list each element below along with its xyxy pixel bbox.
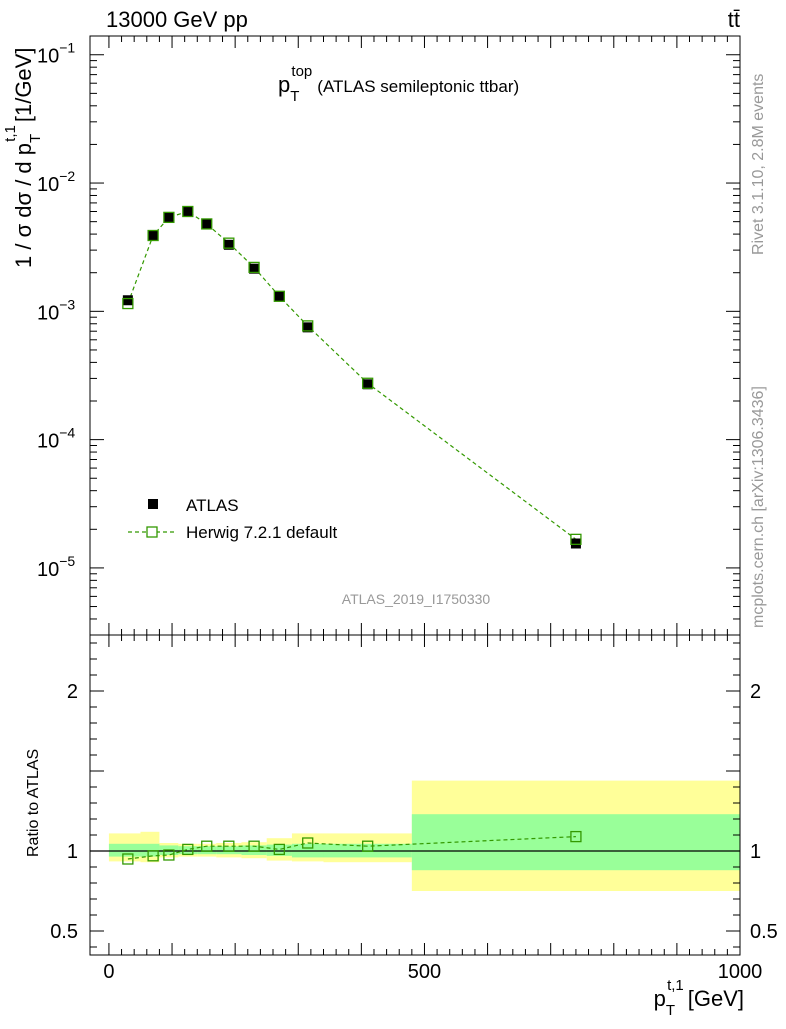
ratio-herwig-point bbox=[163, 849, 175, 861]
ratio-frame bbox=[89, 634, 741, 956]
main-ylabel-unit: [1/GeV] bbox=[11, 48, 36, 123]
x-tick-label: 1000 bbox=[718, 961, 763, 983]
herwig-point bbox=[273, 290, 285, 302]
title-rest: (ATLAS semileptonic ttbar) bbox=[317, 77, 519, 96]
ratio-y-tick-label-right: 1 bbox=[750, 841, 761, 863]
legend: ATLAS Herwig 7.2.1 default bbox=[128, 496, 337, 542]
xlabel-sub: T bbox=[666, 1002, 675, 1019]
y-tick-label: 10−2 bbox=[37, 168, 75, 196]
stat-uncertainty-band bbox=[108, 843, 141, 857]
main-ylabel-sup: t,1 bbox=[2, 125, 19, 142]
stat-uncertainty-band bbox=[178, 846, 198, 855]
ratio-herwig-point bbox=[201, 840, 213, 852]
herwig-line bbox=[127, 210, 577, 540]
atlas-data-point bbox=[148, 230, 159, 241]
herwig-point bbox=[302, 320, 314, 332]
main-frame bbox=[89, 35, 741, 636]
herwig-point bbox=[147, 229, 159, 242]
legend-atlas-label: ATLAS bbox=[186, 496, 239, 515]
ratio-y-tick-label: 2 bbox=[67, 681, 78, 703]
ratio-y-tick-label: 0.5 bbox=[50, 921, 78, 943]
legend-herwig-label: Herwig 7.2.1 default bbox=[186, 523, 337, 542]
main-ylabel-sub: T bbox=[27, 134, 44, 143]
atlas-data-point bbox=[570, 538, 581, 549]
process-label: tt̄ bbox=[728, 7, 740, 32]
herwig-point bbox=[570, 533, 582, 545]
main-title: pTtop (ATLAS semileptonic ttbar) bbox=[278, 63, 519, 105]
ratio-y-tick-label-right: 2 bbox=[750, 681, 761, 703]
mcplots-label: mcplots.cern.ch [arXiv:1306.3436] bbox=[750, 386, 767, 628]
y-tick-label: 10−5 bbox=[37, 553, 75, 581]
y-tick-label: 10−1 bbox=[37, 40, 75, 68]
herwig-point bbox=[163, 211, 175, 224]
ratio-panel: 0 500 1000 0.5 0.5 1 1 2 2 bbox=[50, 634, 778, 983]
atlas-data-point bbox=[362, 379, 373, 390]
atlas-data-point bbox=[274, 291, 285, 302]
ratio-herwig-point bbox=[273, 843, 285, 856]
ratio-herwig-point bbox=[302, 837, 314, 849]
ratio-y-axis-label: Ratio to ATLAS bbox=[25, 749, 42, 857]
analysis-id-label: ATLAS_2019_I1750330 bbox=[342, 591, 491, 607]
atlas-data-point bbox=[182, 206, 193, 217]
atlas-data-point bbox=[122, 295, 133, 306]
xlabel-p: p bbox=[654, 986, 666, 1011]
ratio-herwig-point bbox=[223, 840, 235, 852]
x-tick-label: 0 bbox=[103, 961, 114, 983]
ratio-herwig-point bbox=[182, 843, 194, 856]
main-ylabel-text: 1 / σ dσ / d p bbox=[11, 143, 36, 268]
herwig-point bbox=[122, 297, 134, 310]
stat-uncertainty-band bbox=[216, 846, 242, 855]
herwig-point bbox=[248, 261, 260, 274]
herwig-point bbox=[362, 377, 374, 389]
herwig-point bbox=[182, 205, 194, 218]
atlas-data-point bbox=[302, 322, 313, 333]
legend-herwig-marker bbox=[146, 526, 158, 538]
stat-uncertainty-band bbox=[241, 845, 267, 855]
stat-uncertainty-band bbox=[266, 844, 292, 856]
ratio-y-tick-label-right: 0.5 bbox=[750, 921, 778, 943]
ratio-herwig-point bbox=[570, 830, 582, 843]
ratio-herwig-point bbox=[147, 850, 159, 862]
stat-uncertainty-band bbox=[197, 846, 217, 855]
herwig-point bbox=[223, 237, 235, 249]
main-y-axis-label: 1 / σ dσ / d pTt,1 [1/GeV] bbox=[2, 48, 44, 268]
y-tick-label: 10−4 bbox=[37, 425, 75, 453]
xlabel-sup: t,1 bbox=[667, 977, 684, 994]
atlas-data-point bbox=[249, 263, 260, 274]
atlas-data-point bbox=[163, 212, 174, 223]
herwig-point bbox=[201, 218, 213, 230]
legend-atlas-marker bbox=[148, 499, 158, 509]
y-tick-label: 10−3 bbox=[37, 296, 75, 324]
main-panel: 10−1 10−2 10−3 10−4 10−5 bbox=[37, 35, 741, 636]
title-sup: top bbox=[291, 63, 312, 80]
atlas-data-point bbox=[201, 218, 212, 229]
x-tick-label: 500 bbox=[408, 961, 441, 983]
ratio-herwig-point bbox=[362, 840, 374, 852]
title-sub: T bbox=[290, 88, 299, 105]
atlas-data-point bbox=[223, 239, 234, 250]
ratio-y-tick-label: 1 bbox=[67, 841, 78, 863]
x-axis-label: pTt,1[GeV] bbox=[654, 977, 744, 1019]
energy-label: 13000 GeV pp bbox=[106, 7, 248, 32]
rivet-version-label: Rivet 3.1.10, 2.8M events bbox=[750, 74, 767, 255]
ratio-herwig-point bbox=[248, 840, 260, 852]
title-p: p bbox=[278, 72, 290, 97]
xlabel-unit: [GeV] bbox=[688, 986, 744, 1011]
ratio-herwig-point bbox=[122, 853, 134, 865]
